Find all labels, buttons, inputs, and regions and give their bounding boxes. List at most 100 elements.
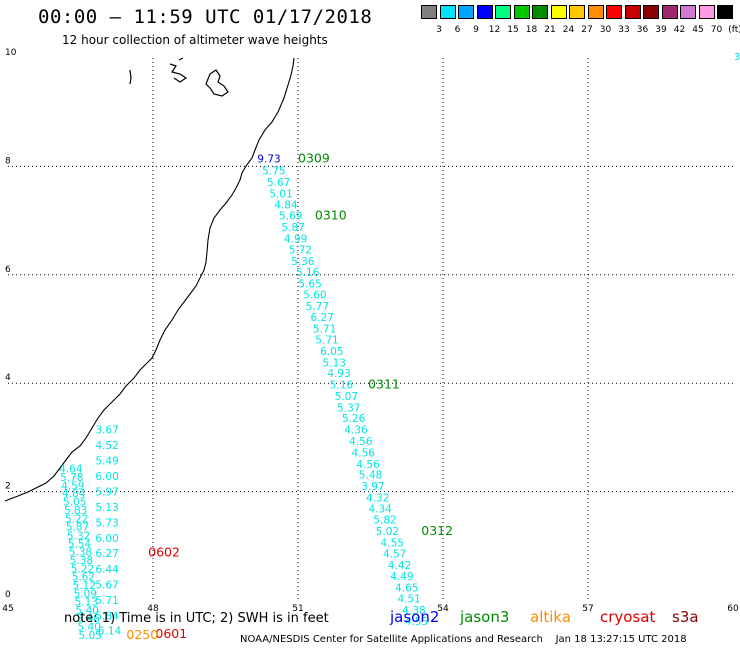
swh-value-label: 5.49: [95, 456, 118, 468]
swh-value-label: 6.14: [98, 626, 122, 638]
colorbar-swatch: [532, 5, 548, 19]
colorbar-label: 70: [710, 25, 723, 35]
swh-value-label: 5.40: [76, 605, 99, 617]
colorbar-label: (ft): [728, 25, 740, 35]
x-tick-label: 48: [147, 604, 159, 614]
colorbar-label: 42: [673, 25, 686, 35]
colorbar-label: 3: [436, 25, 442, 35]
colorbar-label: 12: [488, 25, 501, 35]
swh-value-label: 6.27: [310, 312, 333, 324]
swh-value-label: 5.40: [78, 621, 101, 633]
colorbar-label: 45: [692, 25, 704, 35]
colorbar-label: 30: [599, 25, 612, 35]
swh-value-label: 5.36: [291, 256, 315, 268]
satellite-legend-item: jason3: [460, 608, 510, 626]
swh-value-label: 4.34: [368, 504, 392, 516]
colorbar-label: 39: [655, 25, 667, 35]
colorbar-label: 24: [562, 25, 575, 35]
swh-value-label: 5.38: [69, 547, 92, 559]
swh-value-label: 5.54: [68, 538, 92, 550]
colorbar-swatch: [587, 5, 604, 19]
swh-value-label: 4.56: [356, 459, 380, 471]
swh-value-label: 5.65: [298, 278, 321, 290]
swh-value-label: 5.22: [71, 563, 94, 575]
colorbar-label: 21: [544, 25, 556, 35]
timestamp-text: Jan 18 13:27:15 UTC 2018: [555, 634, 687, 645]
coastline: [4, 57, 295, 502]
axis-labels: 45 48 51 54 57 60 0 2 4 6 8 10 3: [2, 48, 740, 614]
colorbar-swatch: [569, 5, 585, 19]
y-tick-label: 10: [5, 48, 17, 58]
swh-value-label: 4.56: [352, 447, 376, 459]
x-tick-label: 45: [2, 604, 13, 614]
legend-note: note: 1) Time is in UTC; 2) SWH is in fe…: [64, 611, 329, 626]
swh-value-label: 5.48: [359, 470, 382, 482]
colorbar-swatch: [476, 5, 493, 19]
page-subtitle: 12 hour collection of altimeter wave hei…: [62, 33, 328, 47]
x-tick-label: 60: [727, 604, 739, 614]
swh-value-label: 5.67: [95, 580, 118, 592]
swh-value-label: 5.07: [335, 391, 358, 403]
y-tick-label: 0: [5, 590, 11, 600]
colorbar-swatch: [717, 5, 733, 19]
swh-value-label: 5.62: [72, 571, 95, 583]
swh-value-label: 5.05: [78, 630, 101, 642]
swh-value-label: 4.38: [402, 605, 425, 617]
swh-value-label: 4.42: [388, 560, 411, 572]
swh-value-label: 6.00: [95, 533, 118, 545]
swh-value-label: 4.55: [381, 537, 404, 549]
satellite-legend-item: s3a: [672, 608, 699, 626]
satellite-legend-item: cryosat: [600, 608, 656, 626]
credit-text: NOAA/NESDIS Center for Satellite Applica…: [240, 634, 543, 645]
colorbar-label: 9: [473, 25, 479, 35]
swh-value-label: 4.49: [390, 571, 413, 583]
swh-value-label: 4.64: [59, 464, 83, 476]
colorbar-label: 15: [507, 25, 519, 35]
swh-value-label: 5.16: [330, 380, 354, 392]
swh-value-label: 6.05: [320, 346, 343, 358]
swh-value-label: 5.71: [315, 335, 338, 347]
swh-value-label: 5.77: [306, 301, 329, 313]
swh-value-label: 5.82: [373, 515, 396, 527]
pass-time-label: 0311: [368, 377, 400, 392]
colorbar-swatch: [680, 5, 696, 19]
swh-value-label: 4.65: [395, 582, 418, 594]
island-shape: [169, 63, 188, 83]
pass-time-label: 0602: [148, 545, 180, 560]
colorbar-label: 6: [454, 25, 461, 35]
y-tick-label: 4: [5, 373, 11, 383]
y-tick-label: 8: [5, 156, 11, 166]
swh-value-label: 5.13: [323, 357, 346, 369]
page-title: 00:00 — 11:59 UTC 01/17/2018: [38, 6, 373, 28]
x-tick-label: 51: [292, 604, 303, 614]
swh-observations: 9.735.755.675.014.845.695.874.995.725.36…: [59, 154, 428, 642]
swh-value-label: 5.05: [63, 497, 86, 509]
swh-value-label: 4.99: [284, 233, 307, 245]
pass-time-label: 0310: [315, 208, 347, 223]
pass-time-label: 0309: [298, 151, 330, 166]
swh-value-label: 4.57: [383, 549, 406, 561]
swh-value-label: 5.87: [66, 522, 89, 534]
pass-time-label: 0312: [421, 523, 453, 538]
swh-value-label: 5.67: [267, 177, 290, 189]
satellite-legend-item: altika: [530, 608, 572, 626]
edge-fragment-label: 3: [734, 52, 740, 63]
swh-value-label: 5.22: [65, 513, 88, 525]
swh-value-label: 5.75: [262, 166, 285, 178]
swh-value-label: 4.93: [327, 368, 350, 380]
colorbar-swatch: [624, 5, 641, 19]
footer-credit: NOAA/NESDIS Center for Satellite Applica…: [240, 634, 687, 645]
swh-value-label: 4.51: [397, 594, 420, 606]
swh-value-label: 5.13: [75, 596, 98, 608]
y-tick-label: 6: [5, 265, 11, 275]
colorbar-swatch: [421, 5, 437, 19]
island-shape: [129, 69, 132, 85]
swh-value-label: 5.71: [95, 595, 118, 607]
swh-value-label: 4.55: [405, 616, 428, 628]
swh-value-label: 4.84: [274, 200, 298, 212]
island-shape: [205, 69, 229, 97]
swh-value-label: 4.56: [349, 436, 373, 448]
swh-value-label: 5.09: [74, 588, 97, 600]
pass-time-label: 0250: [126, 627, 158, 642]
swh-value-label: 5.78: [60, 472, 83, 484]
